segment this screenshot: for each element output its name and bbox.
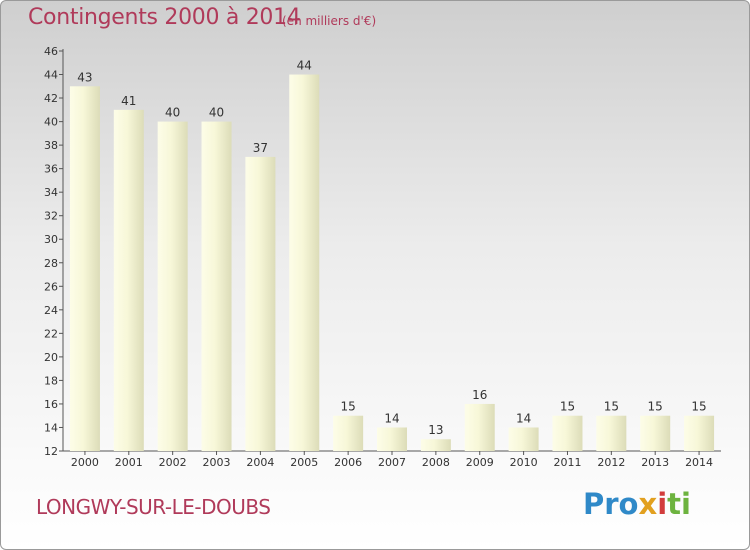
x-tick-label: 2010	[510, 456, 538, 469]
y-tick-label: 36	[44, 163, 58, 176]
value-label-2004: 37	[253, 141, 268, 155]
logo-part-2: x	[638, 487, 658, 521]
value-label-2008: 13	[428, 423, 443, 437]
value-label-2001: 41	[121, 94, 136, 108]
value-label-2003: 40	[209, 106, 224, 120]
y-tick-label: 14	[44, 421, 58, 434]
units-note: (en milliers d'€)	[282, 14, 377, 28]
value-label-2012: 15	[604, 400, 619, 414]
bar-2012	[596, 415, 627, 451]
value-label-2000: 43	[77, 70, 92, 84]
y-tick-label: 42	[44, 92, 58, 105]
y-tick-label: 34	[44, 186, 58, 199]
chart-title: Contingents 2000 à 2014	[28, 5, 301, 30]
x-tick-label: 2007	[378, 456, 406, 469]
axes: 12 14 16 18 20 22 24 26 28 30 32 34 36 38 40 42 44 46 2000…	[44, 45, 721, 469]
logo-part-1: Pro	[583, 487, 639, 521]
bar-2009	[464, 403, 495, 451]
value-label-2005: 44	[297, 59, 312, 73]
y-tick-label: 24	[44, 304, 58, 317]
location-name: LONGWY-SUR-LE-DOUBS	[36, 495, 271, 519]
y-tick-label: 40	[44, 116, 58, 129]
value-label-2011: 15	[560, 400, 575, 414]
x-tick-label: 2013	[641, 456, 669, 469]
y-tick-label: 46	[44, 45, 58, 58]
bar-2014	[684, 415, 715, 451]
y-tick-label: 30	[44, 233, 58, 246]
value-label-2009: 16	[472, 388, 487, 402]
bar-2010	[508, 427, 539, 451]
bar-2005	[289, 74, 320, 451]
x-tick-label: 2014	[685, 456, 713, 469]
y-tick-label: 16	[44, 398, 58, 411]
y-tick-label: 20	[44, 351, 58, 364]
y-tick-label: 22	[44, 327, 58, 340]
x-tick-label: 2012	[597, 456, 625, 469]
x-tick-label: 2011	[553, 456, 581, 469]
bar-2003	[201, 121, 232, 452]
y-tick-label: 12	[44, 445, 58, 458]
x-tick-label: 2008	[422, 456, 450, 469]
x-tick-label: 2001	[115, 456, 143, 469]
value-label-2014: 15	[691, 400, 706, 414]
bar-2006	[333, 415, 364, 451]
value-label-2010: 14	[516, 411, 531, 425]
proxiti-logo: Proxiti	[583, 487, 691, 521]
y-tick-label: 44	[44, 69, 58, 82]
x-tick-label: 2009	[466, 456, 494, 469]
bar-2002	[157, 121, 188, 452]
bar-2008	[420, 439, 451, 451]
value-label-2013: 15	[648, 400, 663, 414]
x-tick-label: 2004	[246, 456, 274, 469]
logo-part-3: i	[657, 487, 668, 521]
value-label-2002: 40	[165, 106, 180, 120]
x-tick-label: 2000	[71, 456, 99, 469]
bar-2000	[69, 86, 100, 451]
x-tick-label: 2006	[334, 456, 362, 469]
value-labels: 43 41 40 40 37 44 15 14 13 16 14 15 15 15 15	[77, 59, 706, 438]
value-label-2007: 14	[384, 411, 399, 425]
bar-2001	[113, 109, 144, 451]
y-tick-label: 38	[44, 139, 58, 152]
y-tick-label: 28	[44, 257, 58, 270]
x-tick-label: 2003	[203, 456, 231, 469]
y-tick-label: 18	[44, 374, 58, 387]
bars	[69, 74, 715, 452]
y-tick-label: 32	[44, 210, 58, 223]
y-tick-label: 26	[44, 280, 58, 293]
bar-2004	[245, 156, 276, 451]
value-label-2006: 15	[340, 400, 355, 414]
bar-2007	[377, 427, 407, 451]
logo-part-4: ti	[667, 487, 691, 521]
bar-2013	[640, 415, 671, 451]
x-tick-label: 2005	[290, 456, 318, 469]
x-tick-label: 2002	[159, 456, 187, 469]
bar-2011	[552, 415, 583, 451]
